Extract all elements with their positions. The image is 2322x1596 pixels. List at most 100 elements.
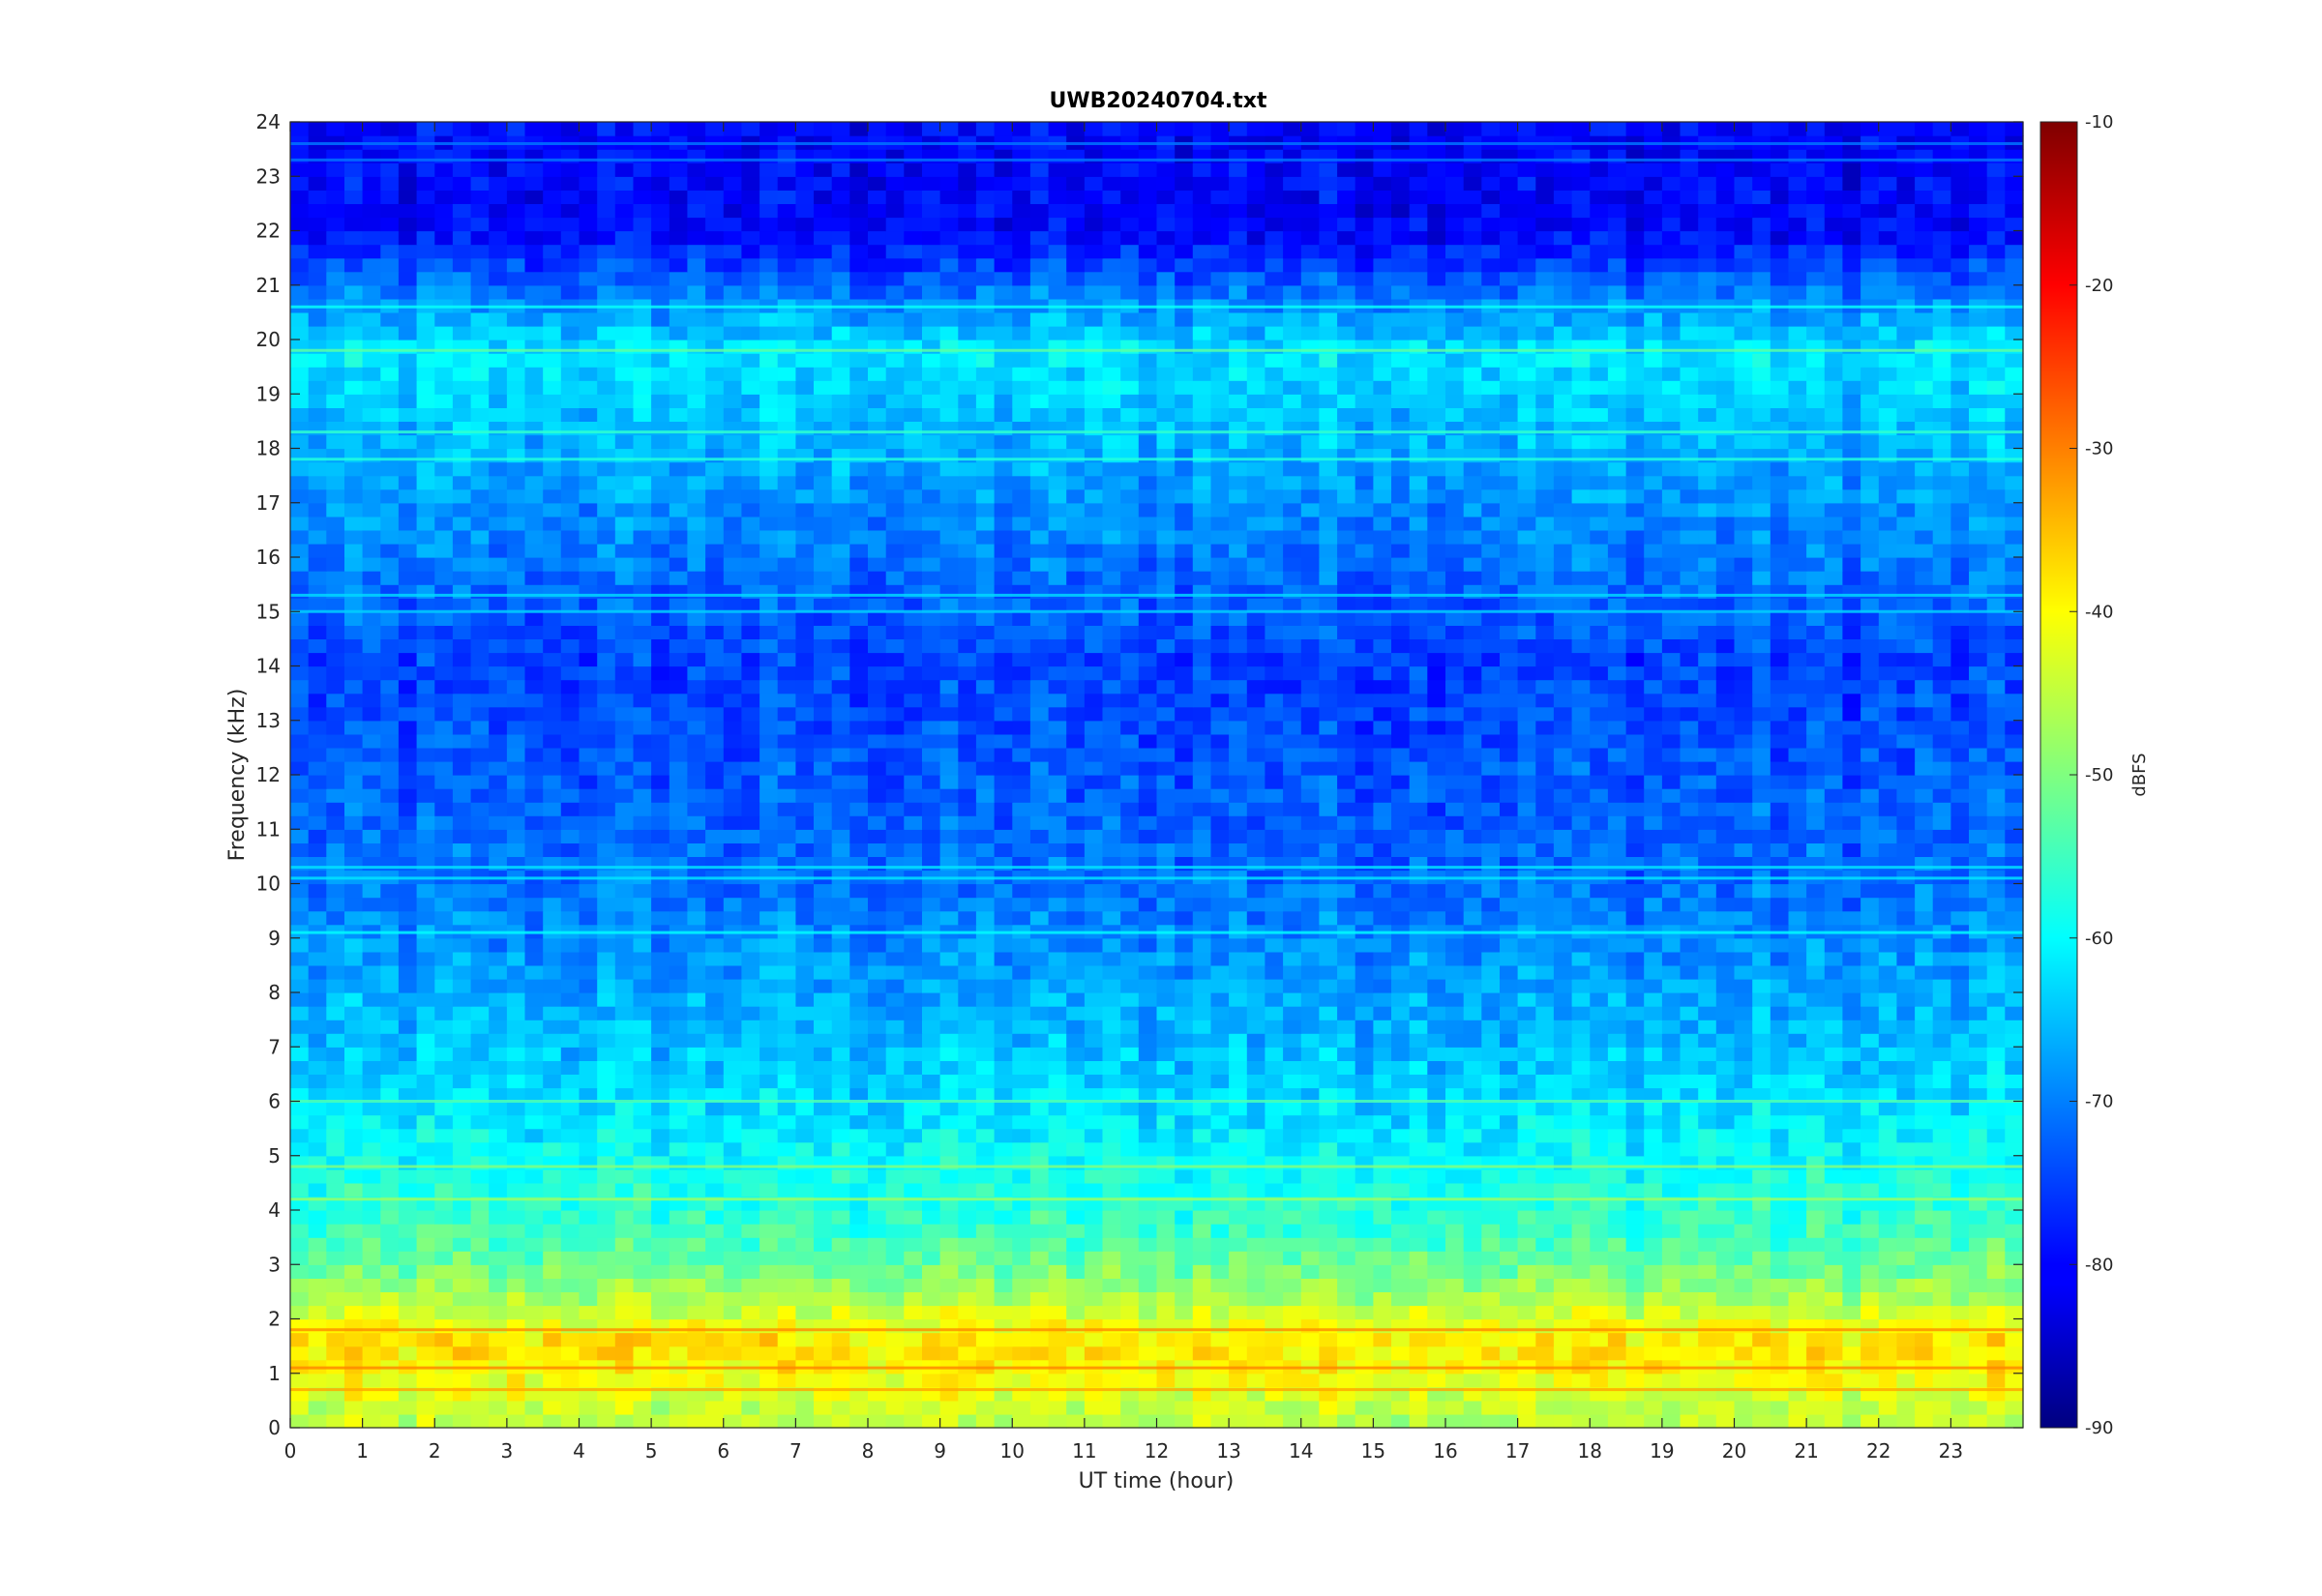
spectrogram-cell (1084, 883, 1104, 899)
spectrogram-cell (2005, 1224, 2024, 1238)
spectrogram-cell (795, 1168, 815, 1184)
spectrogram-cell (1950, 1332, 1970, 1347)
spectrogram-cell (1806, 1114, 1826, 1130)
spectrogram-cell (524, 1060, 544, 1075)
spectrogram-cell (597, 1210, 616, 1225)
spectrogram-cell (1210, 1033, 1230, 1048)
spectrogram-cell (1625, 964, 1645, 980)
spectrogram-cell (705, 788, 725, 803)
spectrogram-cell (308, 1264, 327, 1279)
spectrogram-cell (1210, 897, 1230, 912)
spectrogram-cell (1445, 775, 1465, 789)
spectrogram-cell (1824, 733, 1844, 749)
spectrogram-cell (1698, 1332, 1717, 1347)
spectrogram-cell (1932, 1128, 1951, 1143)
spectrogram-cell (1571, 1413, 1591, 1429)
spectrogram-cell (326, 1305, 345, 1320)
spectrogram-cell (1932, 1237, 1951, 1252)
spectrogram-cell (1427, 964, 1446, 980)
spectrogram-cell (1590, 733, 1609, 749)
spectrogram-cell (1481, 1033, 1501, 1048)
spectrogram-cell (1445, 978, 1465, 993)
spectrogram-cell (1969, 1291, 1988, 1307)
spectrogram-cell (470, 897, 490, 912)
spectrogram-cell (452, 1224, 472, 1238)
spectrogram-cell (380, 1020, 400, 1034)
spectrogram-cell (560, 1128, 580, 1143)
spectrogram-cell (434, 1047, 454, 1061)
spectrogram-cell (2005, 1128, 2024, 1143)
spectrogram-cell (1300, 720, 1321, 735)
spectrogram-cell (290, 706, 310, 722)
spectrogram-cell (1319, 788, 1338, 803)
spectrogram-cell (1373, 760, 1392, 776)
spectrogram-cell (362, 1006, 381, 1020)
spectrogram-cell (1752, 1074, 1771, 1089)
spectrogram-cell (1698, 1047, 1717, 1061)
spectrogram-cell (1120, 897, 1140, 912)
spectrogram-cell (1156, 910, 1176, 926)
spectrogram-cell (1861, 883, 1880, 899)
spectrogram-cell (1084, 1141, 1104, 1157)
spectrogram-cell (1175, 910, 1194, 926)
spectrogram-cell (1246, 829, 1266, 843)
spectrogram-cell (470, 1141, 490, 1157)
spectrogram-cell (1698, 1020, 1717, 1034)
spectrogram-cell (1932, 897, 1951, 912)
spectrogram-cell (651, 815, 670, 830)
spectrogram-cell (1463, 1128, 1482, 1143)
spectrogram-cell (994, 1373, 1013, 1388)
spectrogram-cell (416, 964, 435, 980)
spectrogram-cell (1084, 1020, 1104, 1034)
spectrogram-cell (975, 1060, 996, 1075)
spectrogram-cell (975, 802, 996, 816)
spectrogram-cell (759, 1060, 779, 1075)
spectrogram-cell (489, 1182, 508, 1197)
spectrogram-cell (1680, 1182, 1699, 1197)
spectrogram-cell (489, 775, 508, 789)
spectrogram-cell (1175, 1020, 1194, 1034)
spectrogram-cell (1192, 951, 1212, 966)
spectrogram-cell (1950, 937, 1970, 953)
spectrogram-cell (904, 1141, 923, 1157)
spectrogram-cell (1427, 1182, 1446, 1197)
spectrogram-cell (1156, 815, 1176, 830)
spectrogram-cell (1553, 1141, 1573, 1157)
spectrogram-cell (1607, 1278, 1627, 1292)
spectrogram-cell (1283, 1305, 1302, 1320)
spectrogram-cell (489, 747, 508, 762)
spectrogram-cell (849, 1074, 869, 1089)
spectrogram-cell (849, 775, 869, 789)
spectrogram-cell (831, 937, 850, 953)
spectrogram-cell (994, 802, 1013, 816)
spectrogram-cell (1265, 1006, 1284, 1020)
spectrogram-cell (975, 978, 996, 993)
spectrogram-cell (1752, 802, 1771, 816)
spectrogram-cell (1463, 978, 1482, 993)
spectrogram-cell (1138, 1210, 1158, 1225)
spectrogram-cell (994, 1168, 1013, 1184)
spectrogram-cell (380, 1305, 400, 1320)
spectrogram-cell (669, 1101, 689, 1116)
spectrogram-cell (904, 1305, 923, 1320)
spectrogram-cell (344, 964, 364, 980)
spectrogram-cell (1445, 1006, 1465, 1020)
spectrogram-cell (1680, 760, 1699, 776)
spectrogram-cell (1950, 1074, 1970, 1089)
spectrogram-cell (687, 1251, 706, 1265)
spectrogram-cell (651, 1345, 670, 1361)
spectrogram-cell (795, 937, 815, 953)
spectrogram-cell (1734, 1224, 1753, 1238)
spectrogram-cell (958, 1400, 977, 1415)
spectrogram-cell (452, 1182, 472, 1197)
spectrogram-cell (1012, 829, 1031, 843)
spectrogram-cell (416, 1400, 435, 1415)
spectrogram-cell (1175, 1060, 1194, 1075)
spectrogram-cell (868, 1400, 887, 1415)
spectrogram-cell (489, 1400, 508, 1415)
spectrogram-cell (1138, 720, 1158, 735)
spectrogram-cell (1986, 1251, 2006, 1265)
spectrogram-cell (633, 1060, 652, 1075)
spectrogram-cell (1427, 883, 1446, 899)
spectrogram-cell (290, 1047, 310, 1061)
